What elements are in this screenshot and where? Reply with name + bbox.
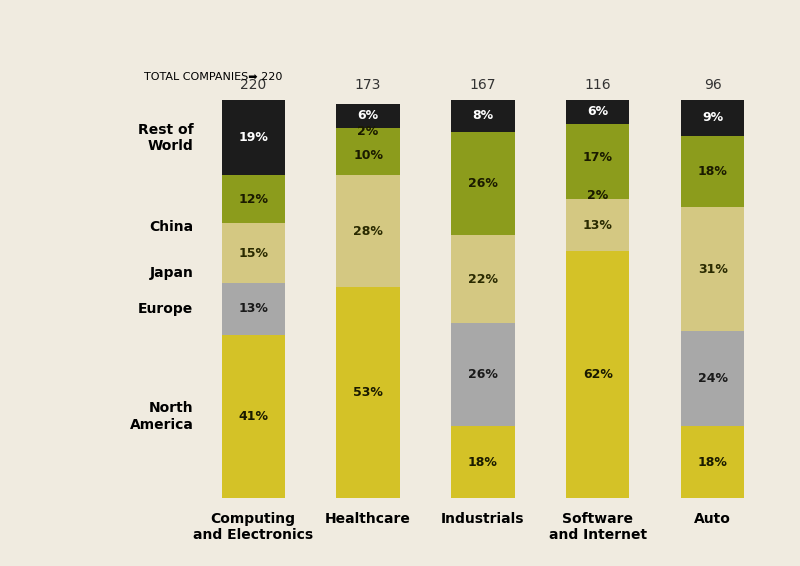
Text: 220: 220 [240, 78, 266, 92]
Text: Rest of
World: Rest of World [138, 122, 194, 153]
Text: 22%: 22% [468, 272, 498, 285]
Text: 167: 167 [470, 78, 496, 92]
Text: 19%: 19% [238, 131, 268, 144]
Text: Japan: Japan [150, 266, 194, 280]
Bar [337, 128, 400, 136]
Bar [337, 175, 400, 287]
Bar [222, 335, 285, 498]
Text: 10%: 10% [353, 149, 383, 162]
Bar [451, 100, 514, 132]
Bar [682, 136, 745, 207]
Bar [222, 223, 285, 283]
Text: 13%: 13% [583, 218, 613, 231]
Text: 26%: 26% [468, 177, 498, 190]
Text: 31%: 31% [698, 263, 728, 276]
Text: 53%: 53% [353, 386, 383, 399]
Text: 6%: 6% [358, 109, 378, 122]
Text: 62%: 62% [583, 368, 613, 381]
Bar [451, 132, 514, 235]
Bar [682, 426, 745, 498]
Text: 173: 173 [355, 78, 382, 92]
Text: 12%: 12% [238, 193, 268, 206]
Bar [337, 136, 400, 175]
Text: 26%: 26% [468, 368, 498, 381]
Bar [222, 283, 285, 335]
Text: 18%: 18% [698, 165, 728, 178]
Text: 2%: 2% [358, 125, 378, 138]
Text: 6%: 6% [587, 105, 609, 118]
Text: 116: 116 [585, 78, 611, 92]
Bar [682, 100, 745, 136]
Bar [451, 323, 514, 426]
Text: 15%: 15% [238, 247, 268, 260]
Bar [566, 199, 630, 251]
Text: 8%: 8% [473, 109, 494, 122]
Bar [566, 100, 630, 124]
Text: North
America: North America [130, 401, 194, 431]
Text: 13%: 13% [238, 302, 268, 315]
Text: Europe: Europe [138, 302, 194, 316]
Bar [682, 207, 745, 331]
Text: China: China [150, 220, 194, 234]
Text: TOTAL COMPANIES➡ 220: TOTAL COMPANIES➡ 220 [144, 72, 282, 82]
Text: 96: 96 [704, 78, 722, 92]
Bar [337, 104, 400, 128]
Bar [566, 251, 630, 498]
Bar [566, 124, 630, 191]
Bar [451, 235, 514, 323]
Text: 18%: 18% [698, 456, 728, 469]
Bar [451, 426, 514, 498]
Text: 41%: 41% [238, 410, 268, 423]
Bar [337, 287, 400, 498]
Text: 2%: 2% [587, 189, 609, 202]
Text: 28%: 28% [353, 225, 383, 238]
Text: 17%: 17% [583, 151, 613, 164]
Bar [682, 331, 745, 426]
Text: 24%: 24% [698, 372, 728, 385]
Bar [222, 100, 285, 175]
Bar [566, 191, 630, 199]
Text: 9%: 9% [702, 111, 723, 124]
Bar [222, 175, 285, 223]
Text: 18%: 18% [468, 456, 498, 469]
